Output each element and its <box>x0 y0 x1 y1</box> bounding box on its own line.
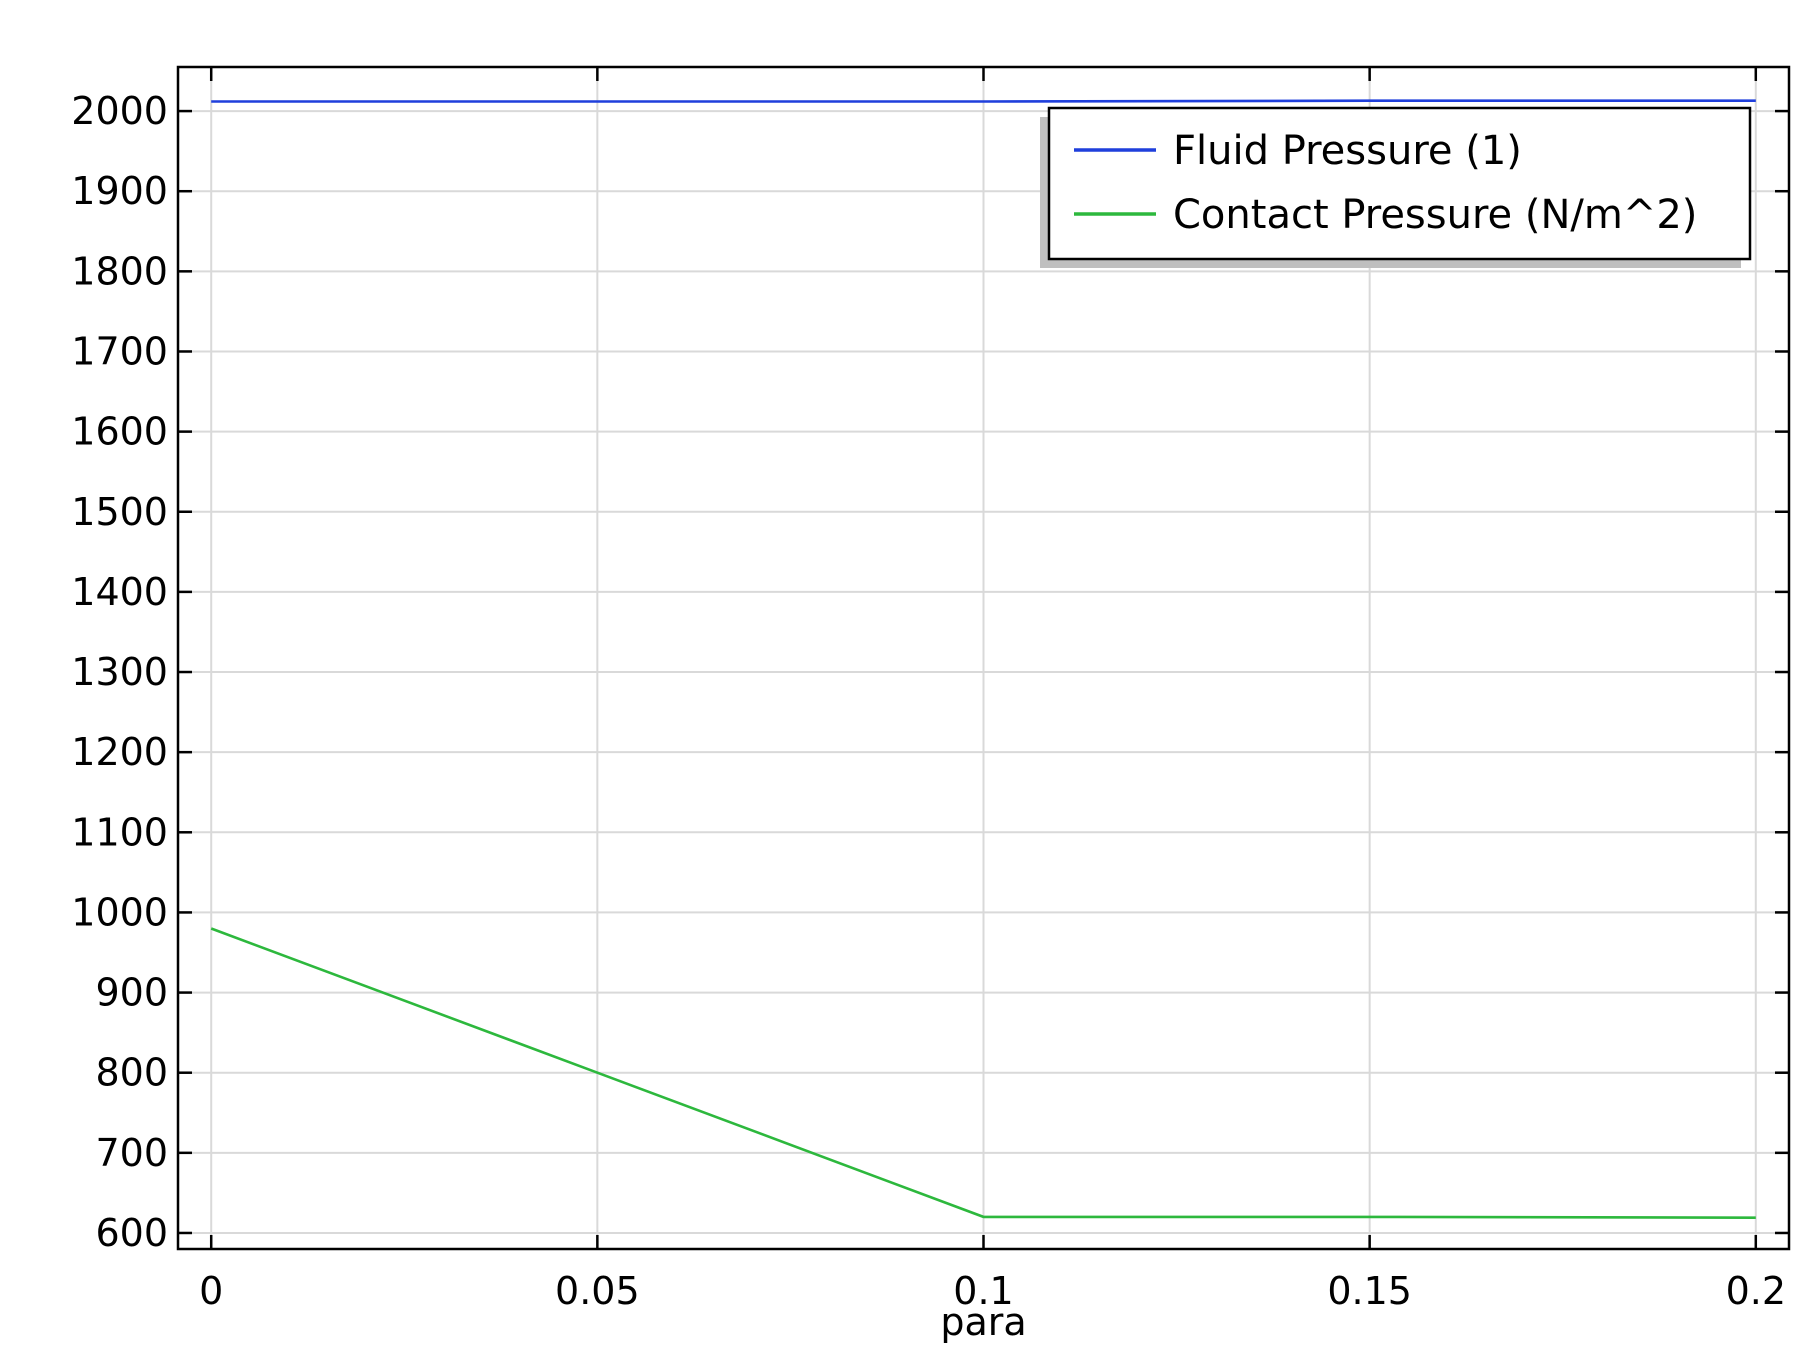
y-tick-label: 1800 <box>71 249 168 293</box>
y-tick-label: 1000 <box>71 890 168 934</box>
x-tick-label: 0.2 <box>1726 1269 1786 1313</box>
y-tick-label: 1200 <box>71 730 168 774</box>
legend-box <box>1047 106 1752 261</box>
y-tick-label: 700 <box>95 1131 168 1175</box>
series-line-1 <box>211 99 1756 103</box>
axis-ticks <box>178 67 1789 1249</box>
series-line-2 <box>210 927 1756 1219</box>
y-tick-label: 1600 <box>71 410 168 454</box>
legend-label: Contact Pressure (N/m^2) <box>1173 192 1697 238</box>
y-tick-label: 2000 <box>71 89 168 133</box>
x-tick-labels: 0 0.05 0.1 0.15 0.2 <box>199 1269 1786 1313</box>
x-tick-label: 0.05 <box>555 1269 640 1313</box>
series-layer <box>210 99 1756 1219</box>
legend: Fluid Pressure (1) Contact Pressure (N/m^… <box>1040 106 1752 268</box>
y-tick-label: 1400 <box>71 570 168 614</box>
y-tick-label: 1300 <box>71 650 168 694</box>
y-tick-label: 1900 <box>71 169 168 213</box>
y-tick-label: 1500 <box>71 490 168 534</box>
y-tick-label: 800 <box>95 1051 168 1095</box>
x-axis-label: para <box>940 1300 1026 1344</box>
y-tick-label: 600 <box>95 1211 168 1255</box>
x-tick-label: 0 <box>199 1269 223 1313</box>
y-tick-label: 1100 <box>71 810 168 854</box>
y-tick-label: 900 <box>95 971 168 1015</box>
x-tick-label: 0.1 <box>953 1269 1013 1313</box>
y-tick-label: 1700 <box>71 329 168 373</box>
x-tick-label: 0.15 <box>1327 1269 1412 1313</box>
legend-label: Fluid Pressure (1) <box>1173 128 1522 174</box>
y-tick-labels: 600 700 800 900 1000 1100 1200 1300 1400 1500 1600… <box>71 89 168 1255</box>
